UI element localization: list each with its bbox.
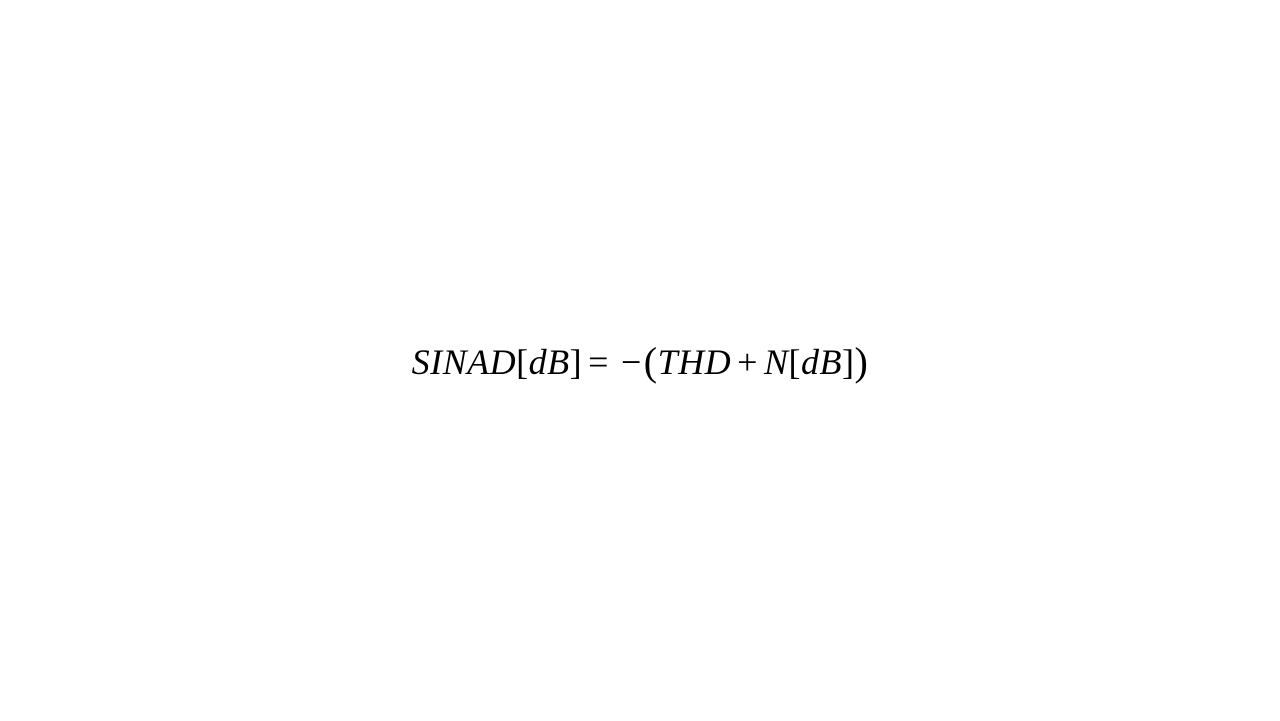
equation-formula: SINAD[dB]=−(THD+N[dB]) — [412, 337, 869, 384]
variable-sinad: SINAD — [412, 342, 517, 382]
equals-sign: = — [582, 342, 615, 382]
variable-n: N — [764, 342, 789, 382]
paren-close: ) — [854, 339, 868, 384]
variable-thd: THD — [658, 342, 732, 382]
unit-db-2: dB — [801, 342, 842, 382]
plus-sign: + — [731, 342, 764, 382]
bracket-open-2: [ — [788, 342, 801, 382]
bracket-close-2: ] — [842, 342, 855, 382]
paren-open: ( — [644, 339, 658, 384]
bracket-close-1: ] — [570, 342, 583, 382]
bracket-open-1: [ — [516, 342, 529, 382]
unit-db-1: dB — [529, 342, 570, 382]
minus-sign: − — [615, 342, 644, 382]
